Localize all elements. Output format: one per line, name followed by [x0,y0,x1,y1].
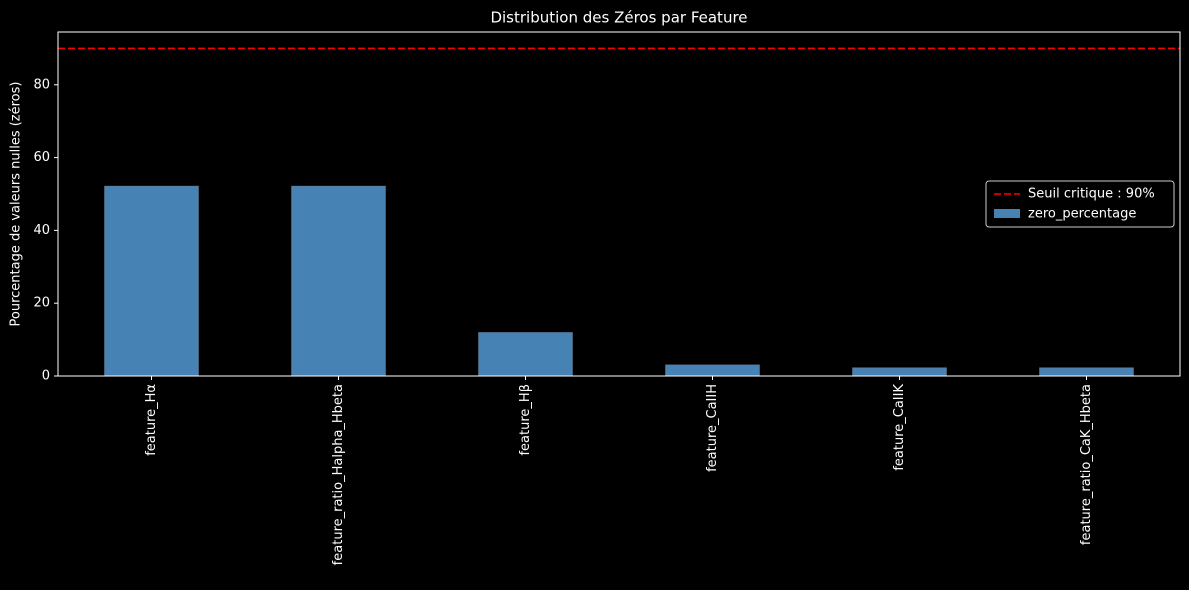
y-tick-label: 0 [42,369,50,384]
y-tick-label: 60 [33,150,50,165]
x-tick-label: feature_ratio_CaK_Hbeta [1079,384,1094,545]
bar [665,364,760,377]
x-tick-label: feature_CaIIH [705,384,720,472]
legend-box [985,180,1175,228]
x-tick-label: feature_Hα [144,384,159,456]
chart-title: Distribution des Zéros par Feature [490,9,747,27]
x-tick-label: feature_CaIIK [892,384,907,471]
bar [291,185,386,377]
bar [478,332,573,377]
bar [104,185,199,377]
bar [1039,367,1134,377]
plot-frame [57,31,1181,377]
y-tick-label: 40 [33,223,50,238]
legend-swatch [994,209,1020,218]
x-tick-label: feature_Hβ [518,384,533,456]
bar [852,367,947,377]
y-tick-label: 20 [33,296,50,311]
y-axis-label: Pourcentage de valeurs nulles (zéros) [9,82,24,327]
legend-label: Seuil critique : 90% [1028,187,1155,202]
y-tick-label: 80 [33,77,50,92]
x-tick-label: feature_ratio_Halpha_Hbeta [331,384,346,565]
legend-label: zero_percentage [1028,207,1136,222]
